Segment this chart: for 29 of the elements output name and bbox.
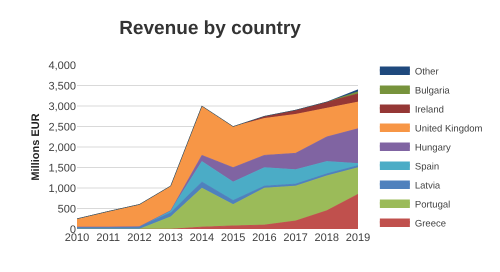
x-tick-label: 2018 (314, 232, 340, 244)
y-tick-label: 4,000 (48, 60, 76, 72)
x-tick-label: 2012 (127, 232, 152, 244)
legend-label: United Kingdom (414, 124, 483, 135)
x-tick-label: 2016 (252, 232, 277, 244)
legend-label: Hungary (414, 142, 452, 154)
legend-label: Bulgaria (414, 86, 450, 97)
x-tick-label: 2013 (158, 232, 183, 244)
x-tick-label: 2014 (190, 232, 214, 244)
x-tick-label: 2011 (96, 232, 120, 244)
y-tick-label: 1,500 (48, 162, 76, 174)
x-tick-label: 2017 (283, 232, 308, 244)
y-tick-label: 2,000 (48, 142, 76, 154)
chart-title: Revenue by country (119, 18, 302, 39)
x-tick-label: 2015 (220, 232, 246, 244)
y-tick-label: 3,000 (48, 100, 76, 113)
y-tick-label: 3,500 (48, 80, 76, 92)
y-tick-label: 500 (58, 203, 76, 216)
legend-label: Other (414, 66, 439, 78)
legend-label: Ireland (414, 104, 444, 116)
y-tick-label: 2,500 (48, 121, 76, 134)
x-tick-label: 2010 (64, 232, 90, 244)
legend-label: Portugal (414, 200, 450, 211)
legend-label: Spain (414, 162, 440, 173)
legend-label: Latvia (414, 180, 441, 192)
y-tick-label: 1,000 (48, 182, 76, 195)
legend-label: Greece (414, 218, 446, 230)
y-axis-title: Millions EUR (30, 113, 42, 181)
x-tick-label: 2019 (346, 232, 370, 244)
